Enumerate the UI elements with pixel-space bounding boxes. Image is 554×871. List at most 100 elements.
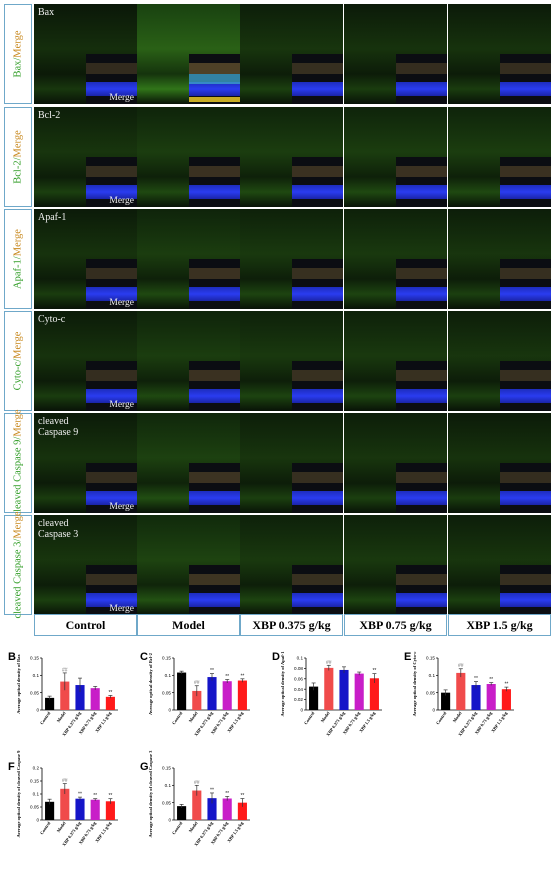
merge-inset xyxy=(85,565,137,615)
merge-label: Merge xyxy=(109,604,134,614)
bar-1 xyxy=(60,788,70,820)
row-label-3: Cyto-c/Merge xyxy=(4,311,32,411)
merge-inset xyxy=(395,463,447,513)
merge-inset xyxy=(395,157,447,207)
merge-inset xyxy=(85,463,137,513)
micrograph-r1-c3 xyxy=(344,107,447,207)
significance-mark: ** xyxy=(474,676,478,682)
merge-inset xyxy=(85,259,137,309)
merge-label: Merge xyxy=(109,502,134,512)
category-label: Control xyxy=(39,710,52,725)
row-label-text: cleaved Caspase 9/Merge xyxy=(13,409,24,516)
significance-mark: ** xyxy=(240,673,244,679)
merge-inset xyxy=(291,463,343,513)
micrograph-r4-c4 xyxy=(448,413,551,513)
micrograph-r2-c2 xyxy=(240,209,343,309)
merge-inset xyxy=(499,259,551,309)
micrograph-r5-c1 xyxy=(137,515,240,615)
merge-inset xyxy=(499,54,551,104)
micrograph-r0-c3 xyxy=(344,4,447,104)
micrograph-r5-c4 xyxy=(448,515,551,615)
bar-0 xyxy=(309,686,319,710)
merge-word: Merge xyxy=(12,229,24,257)
separator: / xyxy=(12,157,24,161)
row-label-text: cleaved Caspase 3/Merge xyxy=(13,511,24,618)
micrograph-r3-c3 xyxy=(344,311,447,411)
separator: / xyxy=(12,538,24,542)
bar-2 xyxy=(75,685,85,710)
row-label-1: Bcl-2/Merge xyxy=(4,107,32,207)
y-tick-label: 0.15 xyxy=(162,656,171,661)
significance-mark: ## xyxy=(194,780,200,786)
y-tick-label: 0.15 xyxy=(30,656,39,661)
panel-letter: D xyxy=(272,651,280,663)
chart-C: C Average optical density of Bcl-2 0 0.05 0.… xyxy=(140,650,258,759)
bar-3 xyxy=(222,681,232,710)
micrograph-r1-c0: Bcl-2 Merge xyxy=(34,107,137,207)
y-tick-label: 0.1 xyxy=(165,783,172,788)
significance-mark: ** xyxy=(504,682,508,688)
bar-0 xyxy=(441,692,451,710)
micrograph-r4-c0: cleaved Caspase 9 Merge xyxy=(34,413,137,513)
row-label-2: Apaf-1/Merge xyxy=(4,209,32,309)
merge-inset xyxy=(188,361,240,411)
y-axis-label: Average optical density of cleaved Caspa… xyxy=(148,750,153,838)
significance-mark: ** xyxy=(210,668,214,674)
category-label: Model xyxy=(188,820,199,833)
bar-3 xyxy=(90,799,100,820)
merge-word: Merge xyxy=(12,409,24,437)
bar-4 xyxy=(237,680,247,710)
panel-letter: E xyxy=(404,651,411,663)
significance-mark: ## xyxy=(62,778,68,784)
merge-inset xyxy=(499,463,551,513)
micrograph-r5-c0: cleaved Caspase 3 Merge xyxy=(34,515,137,615)
merge-inset xyxy=(188,54,240,104)
y-axis-label: Average optical density of Bcl-2 xyxy=(148,652,153,715)
chart-G: G Average optical density of cleaved Casp… xyxy=(140,750,258,869)
y-axis-label: Average optical density of Cyto-c xyxy=(412,652,417,717)
cell-marker-label: Bcl-2 xyxy=(38,110,61,121)
y-tick-label: 0 xyxy=(36,818,39,823)
separator: / xyxy=(12,256,24,260)
merge-inset xyxy=(395,54,447,104)
merge-inset xyxy=(291,157,343,207)
merge-inset xyxy=(85,157,137,207)
row-label-text: Cyto-c/Merge xyxy=(13,332,24,391)
y-tick-label: 0 xyxy=(168,818,171,823)
panel-letter: C xyxy=(140,651,148,663)
cell-marker-label: Bax xyxy=(38,7,55,18)
category-label: Model xyxy=(452,710,463,723)
merge-inset xyxy=(499,157,551,207)
cell-marker-label: Cyto-c xyxy=(38,314,66,325)
separator: / xyxy=(12,436,24,440)
significance-mark: ** xyxy=(108,793,112,799)
y-tick-label: 0.05 xyxy=(162,690,171,695)
chart-B: B Average optical density of Bax 0 0.05 0.1 0… xyxy=(8,650,126,759)
significance-mark: ** xyxy=(93,793,97,799)
bar-0 xyxy=(45,697,55,710)
y-axis-label: Average optical density of Bax xyxy=(16,654,21,714)
y-tick-label: 0.2 xyxy=(33,766,40,771)
column-label-1: Model xyxy=(137,614,240,636)
significance-mark: ## xyxy=(194,680,200,686)
micrograph-r4-c2 xyxy=(240,413,343,513)
y-tick-label: 0.1 xyxy=(297,656,304,661)
significance-mark: ** xyxy=(240,793,244,799)
merge-inset xyxy=(291,54,343,104)
micrograph-r5-c3 xyxy=(344,515,447,615)
row-label-0: Bax/Merge xyxy=(4,4,32,104)
merge-inset xyxy=(395,259,447,309)
merge-label: Merge xyxy=(109,400,134,410)
significance-mark: ** xyxy=(225,674,229,680)
category-label: Control xyxy=(171,710,184,725)
y-axis-label: Average optical density of Apaf-1 xyxy=(280,651,285,717)
y-tick-label: 0.04 xyxy=(294,687,303,692)
y-tick-label: 0 xyxy=(168,708,171,713)
merge-word: Merge xyxy=(12,331,24,359)
panel-letter: F xyxy=(8,761,15,773)
bar-4 xyxy=(369,678,379,710)
micrograph-r2-c1 xyxy=(137,209,240,309)
y-tick-label: 0.15 xyxy=(426,656,435,661)
micrograph-r0-c2 xyxy=(240,4,343,104)
merge-inset xyxy=(499,565,551,615)
